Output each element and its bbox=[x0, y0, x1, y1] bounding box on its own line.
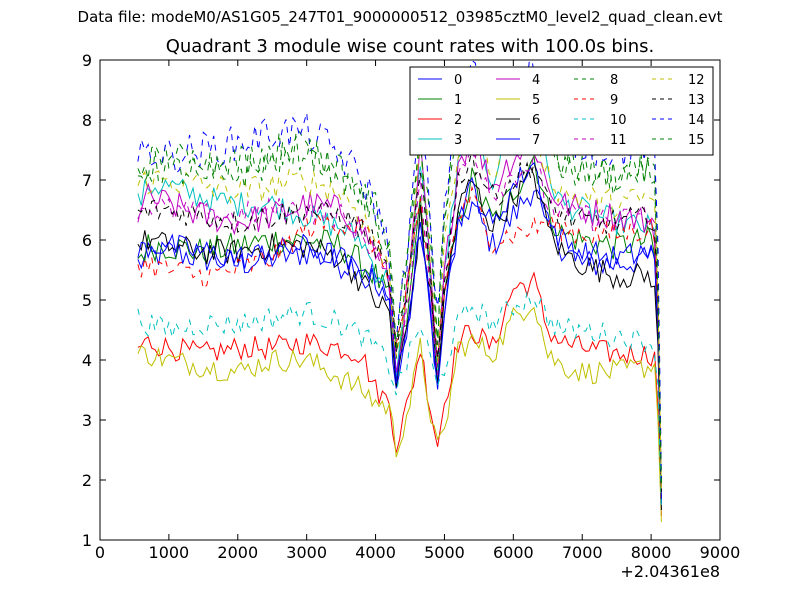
legend-label-6: 6 bbox=[532, 113, 540, 128]
legend-label-10: 10 bbox=[610, 113, 627, 128]
x-tick-label: 5000 bbox=[424, 543, 465, 562]
series-line-13 bbox=[137, 149, 662, 493]
legend-label-13: 13 bbox=[688, 93, 705, 108]
series-line-1 bbox=[137, 154, 662, 505]
legend-label-4: 4 bbox=[532, 73, 540, 88]
x-axis-offset-label: +2.04361e8 bbox=[620, 562, 720, 581]
y-tick-label: 2 bbox=[82, 471, 92, 490]
legend-label-9: 9 bbox=[610, 93, 618, 108]
y-tick-label: 9 bbox=[82, 51, 92, 70]
ticks-layer: 0 1000 2000 3000 4000 5000 6000 7000 8000 9000123… bbox=[82, 51, 741, 562]
series-line-15 bbox=[137, 87, 662, 487]
series-line-8 bbox=[137, 79, 662, 487]
figure-suptitle: Data file: modeM0/AS1G05_247T01_90000005… bbox=[77, 8, 723, 26]
y-tick-label: 6 bbox=[82, 231, 92, 250]
x-tick-label: 2000 bbox=[217, 543, 258, 562]
x-tick-label: 6000 bbox=[493, 543, 534, 562]
y-tick-label: 8 bbox=[82, 111, 92, 130]
series-line-11 bbox=[137, 147, 662, 493]
series-line-5 bbox=[137, 306, 662, 523]
y-tick-label: 4 bbox=[82, 351, 92, 370]
series-line-7 bbox=[137, 162, 662, 505]
x-tick-label: 1000 bbox=[149, 543, 190, 562]
x-tick-label: 8000 bbox=[631, 543, 672, 562]
legend-label-2: 2 bbox=[454, 113, 462, 128]
y-tick-label: 1 bbox=[82, 531, 92, 550]
x-tick-label: 7000 bbox=[562, 543, 603, 562]
series-line-3 bbox=[137, 103, 662, 499]
x-tick-label: 9000 bbox=[700, 543, 741, 562]
legend-label-0: 0 bbox=[454, 73, 462, 88]
legend-label-11: 11 bbox=[610, 133, 627, 148]
chart-title: Quadrant 3 module wise count rates with … bbox=[165, 36, 655, 57]
x-tick-label: 4000 bbox=[355, 543, 396, 562]
x-tick-label: 0 bbox=[95, 543, 105, 562]
legend-box bbox=[409, 66, 714, 156]
y-tick-label: 5 bbox=[82, 291, 92, 310]
x-tick-label: 3000 bbox=[286, 543, 327, 562]
legend-label-7: 7 bbox=[532, 133, 540, 148]
series-line-4 bbox=[137, 137, 662, 499]
y-tick-label: 7 bbox=[82, 171, 92, 190]
legend-label-8: 8 bbox=[610, 73, 618, 88]
series-line-12 bbox=[137, 106, 662, 493]
legend-label-15: 15 bbox=[688, 133, 705, 148]
legend-label-1: 1 bbox=[454, 93, 462, 108]
series-line-10 bbox=[137, 291, 662, 511]
series-line-2 bbox=[137, 271, 662, 517]
legend-label-5: 5 bbox=[532, 93, 540, 108]
y-tick-label: 3 bbox=[82, 411, 92, 430]
legend-label-3: 3 bbox=[454, 133, 462, 148]
series-line-6 bbox=[137, 165, 662, 511]
legend-label-12: 12 bbox=[688, 73, 705, 88]
legend-label-14: 14 bbox=[688, 113, 705, 128]
series-layer bbox=[137, 60, 662, 523]
